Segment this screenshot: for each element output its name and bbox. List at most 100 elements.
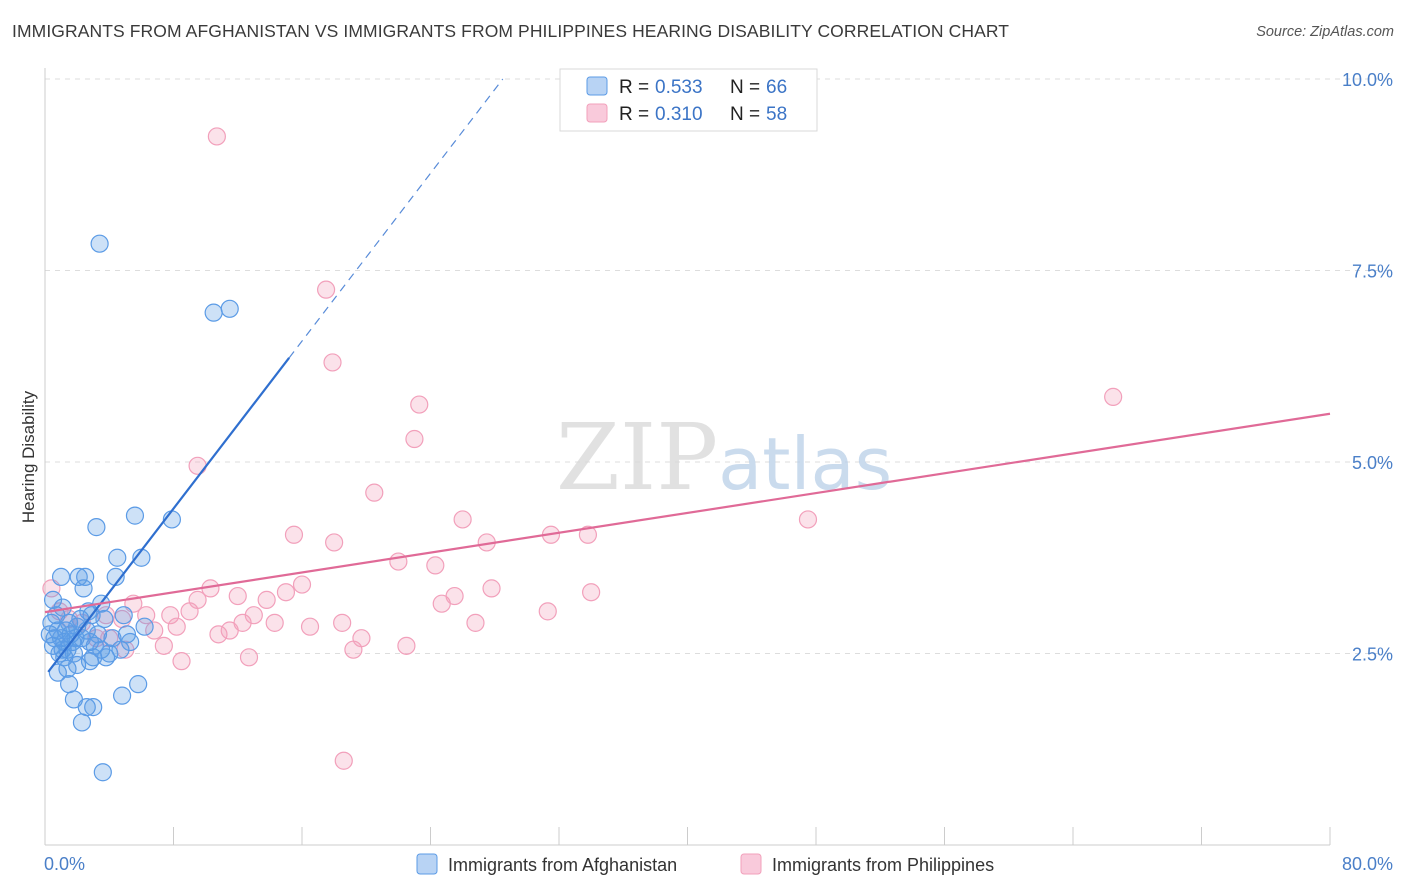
legend-n-label-philippines: N = <box>730 104 760 125</box>
series-legend: Immigrants from Afghanistan Immigrants f… <box>416 853 994 875</box>
philippines-point <box>325 533 344 552</box>
philippines-point <box>334 751 353 770</box>
philippines-point <box>482 579 501 598</box>
afghanistan-point <box>93 763 112 782</box>
philippines-point <box>405 429 424 449</box>
philippines-point <box>145 621 164 640</box>
afghanistan-point <box>76 567 95 587</box>
source-label: Source: ZipAtlas.com <box>1256 24 1394 40</box>
afghanistan-point <box>64 644 84 663</box>
x-tick-label-max: 80.0% <box>1342 854 1393 874</box>
legend-n-label-afghanistan: N = <box>730 77 760 98</box>
philippines-point <box>276 583 296 602</box>
philippines-point <box>397 636 416 655</box>
philippines-point <box>137 606 156 625</box>
philippines-point <box>453 510 472 529</box>
legend-n-value-philippines: 58 <box>766 104 787 125</box>
afghanistan-point <box>84 698 103 717</box>
legend-r-value-philippines: 0.310 <box>655 104 703 125</box>
philippines-point <box>257 590 276 609</box>
philippines-point <box>284 525 304 544</box>
legend-swatch-philippines <box>586 103 608 123</box>
afghanistan-point <box>74 579 93 598</box>
philippines-point <box>244 606 263 625</box>
afghanistan-point <box>111 640 130 659</box>
afghanistan-point <box>220 299 239 318</box>
legend-r-label-philippines: R = <box>619 104 649 125</box>
philippines-point <box>333 613 352 632</box>
y-tick-label: 2.5% <box>1352 645 1393 665</box>
afghanistan-point <box>95 609 114 629</box>
watermark-atlas: atlas <box>718 422 892 506</box>
series-legend-swatch-philippines <box>740 853 762 875</box>
afghanistan-point <box>80 652 100 671</box>
legend-r-value-afghanistan: 0.533 <box>655 77 703 98</box>
philippines-point <box>410 395 429 414</box>
afghanistan-point <box>135 617 154 636</box>
afghanistan-trend-line <box>47 357 291 673</box>
philippines-point <box>445 586 464 606</box>
watermark-zip: ZIP <box>556 404 718 511</box>
philippines-point <box>207 127 226 146</box>
philippines-trend-line <box>44 412 1331 614</box>
philippines-point <box>188 590 207 609</box>
legend-r-label-afghanistan: R = <box>619 77 649 98</box>
series-legend-label-philippines: Immigrants from Philippines <box>772 855 994 875</box>
y-tick-labels: 2.5% 5.0% 7.5% 10.0% <box>1342 70 1393 665</box>
afghanistan-point <box>43 590 63 609</box>
y-tick-label: 5.0% <box>1352 453 1393 473</box>
y-axis-label: Hearing Disability <box>19 390 38 523</box>
afghanistan-point <box>100 644 119 663</box>
philippines-point <box>167 617 186 636</box>
afghanistan-point <box>90 234 109 253</box>
x-tick-label-min: 0.0% <box>44 854 85 874</box>
afghanistan-point <box>87 518 106 537</box>
correlation-legend: R = 0.533 N = 66 R = 0.310 N = 58 <box>559 68 818 132</box>
series-legend-label-afghanistan: Immigrants from Afghanistan <box>448 855 677 875</box>
philippines-point <box>538 602 557 621</box>
afghanistan-point <box>72 713 92 732</box>
afghanistan-point <box>125 506 145 525</box>
philippines-point <box>365 483 384 502</box>
afghanistan-point <box>204 303 223 322</box>
afghanistan-point <box>108 548 127 567</box>
afghanistan-point <box>114 606 133 625</box>
philippines-point <box>209 625 228 644</box>
afghanistan-point <box>51 567 71 587</box>
chart-title: IMMIGRANTS FROM AFGHANISTAN VS IMMIGRANT… <box>12 21 1010 41</box>
afghanistan-points <box>40 234 239 782</box>
legend-swatch-afghanistan <box>586 76 608 96</box>
philippines-point <box>352 629 371 648</box>
afghanistan-point <box>58 659 77 678</box>
philippines-point <box>239 648 259 667</box>
afghanistan-point <box>77 698 96 717</box>
philippines-point <box>1104 387 1123 406</box>
philippines-point <box>578 525 598 544</box>
philippines-point <box>172 652 191 671</box>
watermark: ZIPatlas <box>556 404 892 511</box>
philippines-point <box>466 613 485 632</box>
afghanistan-point <box>88 625 108 644</box>
philippines-point <box>316 280 336 299</box>
philippines-point <box>323 353 342 372</box>
philippines-point <box>292 575 312 594</box>
philippines-points <box>42 127 1123 770</box>
philippines-point <box>265 613 284 632</box>
afghanistan-point <box>69 567 88 587</box>
legend-n-value-afghanistan: 66 <box>766 77 787 98</box>
afghanistan-point <box>129 675 148 694</box>
philippines-point <box>798 510 818 529</box>
philippines-point <box>426 556 445 575</box>
philippines-point <box>154 636 173 655</box>
afghanistan-point <box>53 640 72 659</box>
grid-lines <box>45 78 1392 654</box>
series-legend-swatch-afghanistan <box>416 853 438 875</box>
axes <box>44 68 1331 846</box>
x-tick-labels: 0.0% 80.0% <box>44 854 1393 874</box>
trend-lines <box>44 78 1331 673</box>
afghanistan-point <box>121 632 140 652</box>
afghanistan-trend-extension <box>288 78 504 359</box>
philippines-point <box>300 617 320 636</box>
philippines-point <box>161 606 180 625</box>
